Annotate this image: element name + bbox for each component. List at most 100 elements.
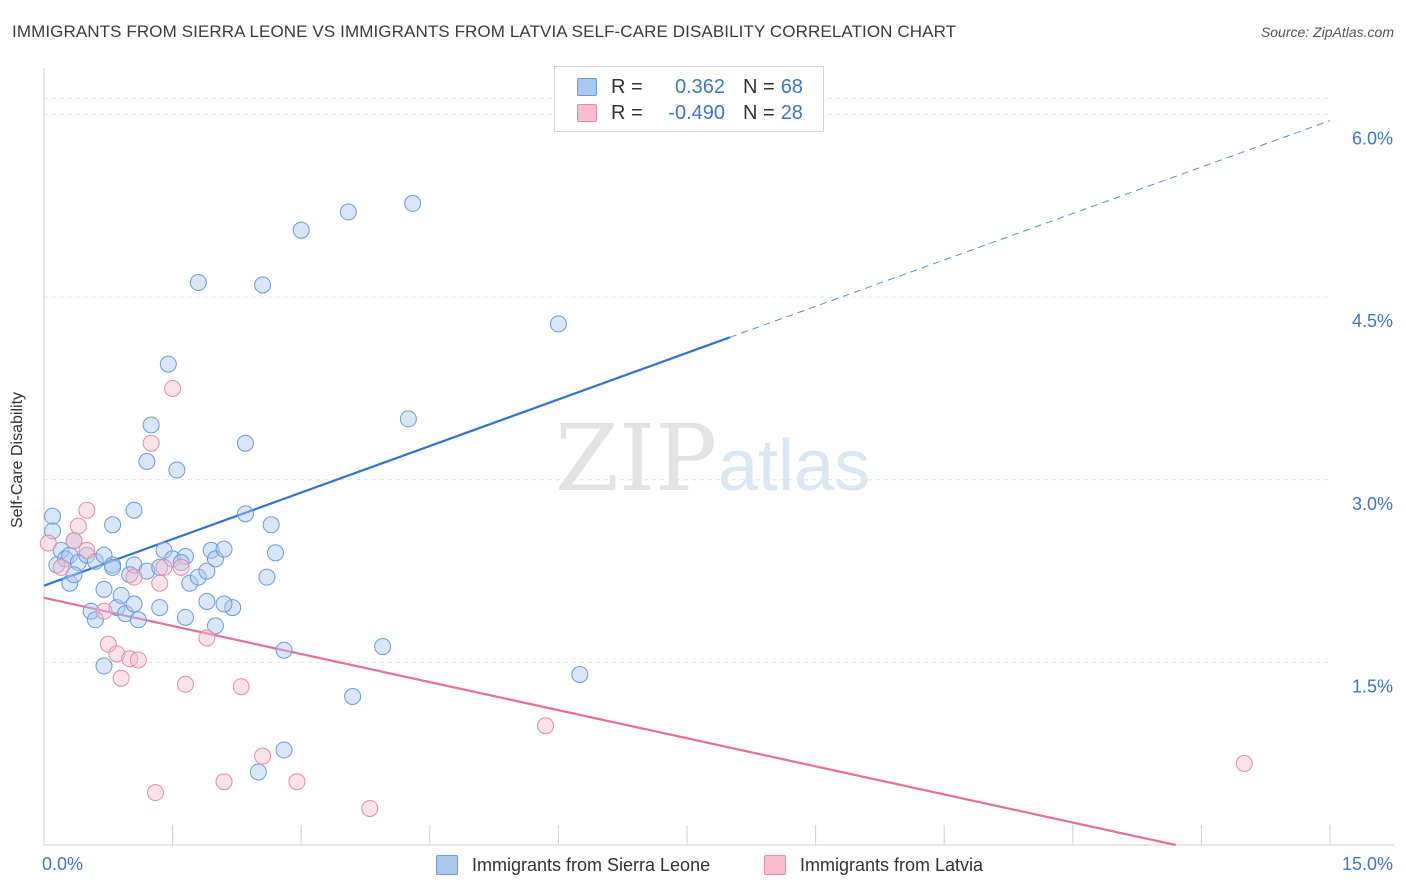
point-latvia (52, 558, 70, 576)
correlation-legend: R = 0.362 N = 68 R = -0.490 N = 28 (554, 66, 824, 132)
point-sierra-leone (549, 315, 567, 333)
point-sierra-leone (571, 666, 589, 684)
point-sierra-leone (189, 568, 207, 586)
point-sierra-leone (95, 546, 113, 564)
point-sierra-leone (404, 194, 422, 212)
point-sierra-leone (176, 547, 194, 565)
legend-label-sierra-leone: Immigrants from Sierra Leone (472, 854, 711, 875)
point-sierra-leone (254, 276, 272, 294)
r-value: 0.362 (674, 75, 725, 98)
data-points (39, 194, 1253, 817)
point-sierra-leone (155, 541, 173, 559)
point-sierra-leone (275, 741, 293, 759)
trend-line-latvia (43, 596, 1176, 847)
legend-row-latvia: R = -0.490 N = 28 (577, 100, 803, 126)
r-value: -0.490 (668, 101, 725, 124)
point-sierra-leone (129, 611, 147, 629)
point-sierra-leone (215, 540, 233, 558)
grid-lines (44, 98, 1330, 663)
point-sierra-leone (52, 541, 70, 559)
n-value: 28 (780, 101, 803, 124)
y-tick-label: 4.5% (1352, 311, 1393, 331)
point-latvia (146, 784, 164, 802)
point-latvia (129, 651, 147, 669)
point-latvia (288, 773, 306, 791)
point-sierra-leone (65, 566, 83, 584)
watermark-atlas: atlas (718, 426, 870, 506)
point-sierra-leone (215, 595, 233, 613)
point-latvia (215, 773, 233, 791)
point-sierra-leone (82, 602, 100, 620)
point-latvia (172, 558, 190, 576)
point-sierra-leone (112, 586, 130, 604)
point-sierra-leone (86, 611, 104, 629)
point-sierra-leone (78, 546, 96, 564)
point-sierra-leone (125, 501, 143, 519)
point-sierra-leone (206, 617, 224, 635)
point-latvia (112, 669, 130, 687)
legend-item-sierra-leone: Immigrants from Sierra Leone (436, 852, 710, 878)
point-latvia (232, 678, 250, 696)
point-sierra-leone (292, 221, 310, 239)
y-tick-label: 6.0% (1352, 129, 1393, 149)
point-latvia (164, 379, 182, 397)
point-sierra-leone (266, 544, 284, 562)
n-label: N = (743, 75, 775, 98)
point-sierra-leone (44, 507, 62, 525)
point-sierra-leone (151, 599, 169, 617)
r-label: R = (611, 75, 643, 98)
watermark-zip: ZIP (555, 405, 717, 512)
point-sierra-leone (262, 516, 280, 534)
point-sierra-leone (61, 574, 79, 592)
point-sierra-leone (138, 453, 156, 470)
source-label: Source: ZipAtlas.com (1260, 24, 1394, 40)
trend-extension-sierra-leone (729, 120, 1331, 338)
point-sierra-leone (275, 641, 293, 659)
point-sierra-leone (142, 416, 160, 434)
tick-labels: 1.5% 3.0% 4.5% 6.0% 0.0% 15.0% (42, 129, 1393, 874)
series-legend: Immigrants from Sierra Leone Immigrants … (0, 852, 1406, 878)
legend-label-latvia: Immigrants from Latvia (800, 854, 984, 875)
x-tick-label: 0.0% (42, 854, 83, 874)
point-latvia (537, 717, 555, 735)
point-sierra-leone (399, 410, 417, 428)
r-label: R = (611, 101, 643, 124)
legend-swatch-latvia (764, 855, 786, 875)
x-tick-label: 15.0% (1342, 854, 1393, 874)
point-sierra-leone (258, 568, 276, 586)
point-latvia (121, 650, 139, 668)
point-sierra-leone (95, 657, 113, 675)
point-sierra-leone (172, 554, 190, 572)
point-latvia (108, 645, 126, 663)
axes (43, 68, 1394, 846)
point-latvia (142, 434, 160, 452)
point-sierra-leone (164, 550, 182, 568)
point-sierra-leone (198, 562, 216, 580)
n-label: N = (743, 101, 775, 124)
legend-swatch-sierra-leone (577, 78, 597, 96)
point-latvia (78, 501, 96, 519)
point-latvia (361, 799, 379, 817)
point-latvia (198, 629, 216, 647)
point-sierra-leone (95, 580, 113, 598)
point-sierra-leone (189, 274, 207, 292)
point-sierra-leone (104, 516, 122, 534)
legend-row-sierra-leone: R = 0.362 N = 68 (577, 74, 803, 100)
legend-swatch-sierra-leone (436, 855, 458, 875)
point-latvia (95, 602, 113, 620)
point-sierra-leone (202, 541, 220, 559)
point-sierra-leone (224, 599, 242, 617)
point-latvia (1235, 754, 1253, 772)
point-latvia (99, 635, 117, 653)
y-tick-label: 1.5% (1352, 676, 1393, 696)
point-latvia (78, 541, 96, 559)
legend-item-latvia: Immigrants from Latvia (764, 852, 983, 878)
chart-title: IMMIGRANTS FROM SIERRA LEONE VS IMMIGRAN… (12, 22, 957, 41)
point-sierra-leone (344, 687, 362, 705)
point-sierra-leone (249, 763, 267, 781)
point-sierra-leone (339, 203, 357, 221)
watermark: ZIP atlas (555, 405, 870, 512)
point-sierra-leone (176, 608, 194, 626)
point-sierra-leone (374, 638, 392, 656)
